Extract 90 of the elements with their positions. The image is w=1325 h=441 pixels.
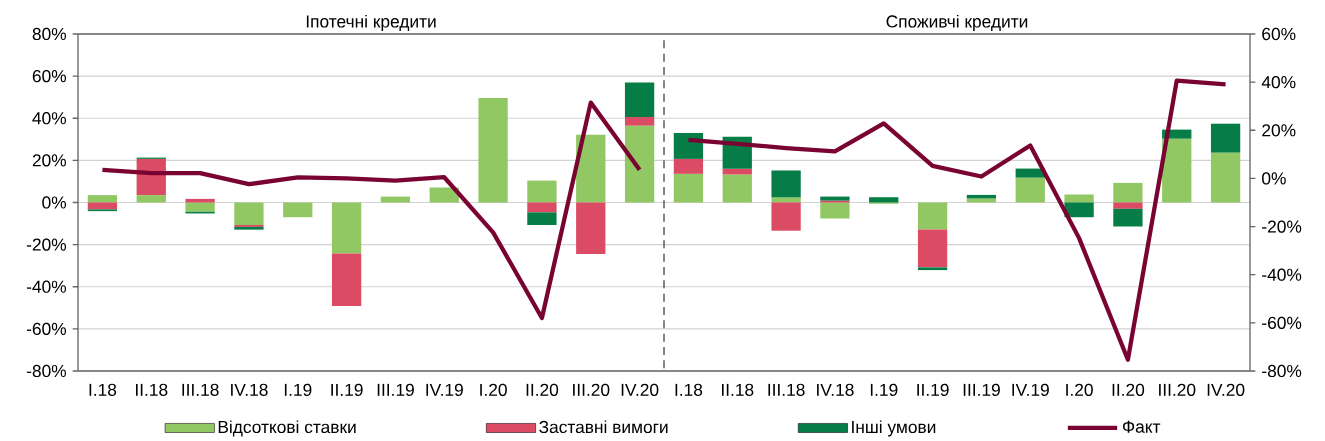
y2-tick-label: -80% [1262,364,1302,378]
bar [624,82,655,118]
x-tick-label: IV.19 [1012,383,1049,397]
x-tick-label: IV.18 [231,383,268,397]
bar [1015,177,1045,203]
legend-label: Факт [1122,420,1161,433]
bar [966,198,997,203]
bar [87,195,118,203]
bar [917,229,948,268]
bar [1113,182,1143,203]
bar [234,202,264,226]
bar [820,196,850,201]
bar [185,202,215,212]
x-tick-label: IV.20 [1207,383,1245,397]
line-series [686,78,1228,362]
x-tick-label: I.18 [675,383,703,397]
x-tick-label: I.19 [870,383,898,397]
bar [771,202,801,231]
x-tick-label: II.18 [136,383,168,397]
y2-tick-label: 0% [1262,172,1286,185]
x-tick-label: IV.19 [426,383,463,397]
bar [820,202,850,219]
y-tick-label: 0% [42,196,67,209]
bar [869,197,899,203]
bar [1210,152,1241,203]
bar [673,133,704,159]
y2-tick-label: 60% [1262,27,1296,41]
y2-tick-label: -60% [1262,316,1302,330]
y2-tick-label: 40% [1261,76,1296,89]
x-tick-label: II.18 [722,383,754,397]
y-tick-label: 40% [32,112,67,125]
bar [771,197,801,203]
x-tick-label: I.18 [89,383,117,397]
x-tick-label: I.20 [1066,383,1093,397]
bar [331,202,362,254]
bar [87,202,118,210]
bar [1064,202,1094,218]
y-tick-label: 60% [32,70,67,83]
bar [576,202,606,255]
x-tick-label: II.19 [331,383,363,397]
y2-tick-label: -20% [1262,220,1302,233]
y2-tick-label: 20% [1262,124,1296,137]
line-series [100,100,642,321]
x-tick-label: IV.20 [621,383,659,397]
bar [624,117,655,126]
y-tick-label: -20% [26,238,67,251]
bar [576,134,606,203]
x-tick-label: III.20 [1159,383,1196,397]
x-tick-label: I.19 [284,383,312,397]
bar [136,195,166,203]
y-tick-label: 20% [32,154,67,167]
bar [527,212,557,226]
y-tick-label: -60% [26,322,67,336]
bar [1210,123,1241,153]
y-tick-label: 80% [32,27,67,41]
bar [1064,194,1094,203]
legend-label: Інші умови [852,420,936,437]
x-tick-label: III.20 [573,383,610,397]
x-tick-label: III.19 [963,383,1000,397]
x-tick-label: I.20 [480,383,507,397]
bar [771,170,801,198]
bar [283,202,313,218]
x-tick-label: II.20 [1112,383,1145,397]
text: Споживчі кредити [886,14,1028,32]
bar [1113,202,1143,209]
bar [331,253,362,307]
legend-label: Відсоткові ставки [218,420,356,437]
y2-tick-label: -40% [1262,268,1302,281]
bar [1162,138,1192,203]
x-tick-label: III.19 [377,383,414,397]
bar [1015,168,1045,178]
text: Іпотечні кредити [306,14,436,32]
x-tick-label: II.20 [526,383,559,397]
bar [673,158,704,174]
bar [478,98,508,203]
bar [673,173,704,203]
bar [527,180,557,203]
bar [917,267,948,271]
y-tick-label: -80% [26,364,67,378]
bar [624,125,655,203]
bar [1113,208,1143,227]
x-tick-label: III.18 [182,383,219,397]
x-tick-label: II.19 [917,383,949,397]
bar [527,202,557,213]
bar [917,202,948,230]
legend-label: Заставні вимоги [539,420,668,434]
y-tick-label: -40% [26,280,67,293]
x-tick-label: III.18 [768,383,805,397]
bar [722,174,752,203]
x-tick-label: IV.18 [817,383,854,397]
